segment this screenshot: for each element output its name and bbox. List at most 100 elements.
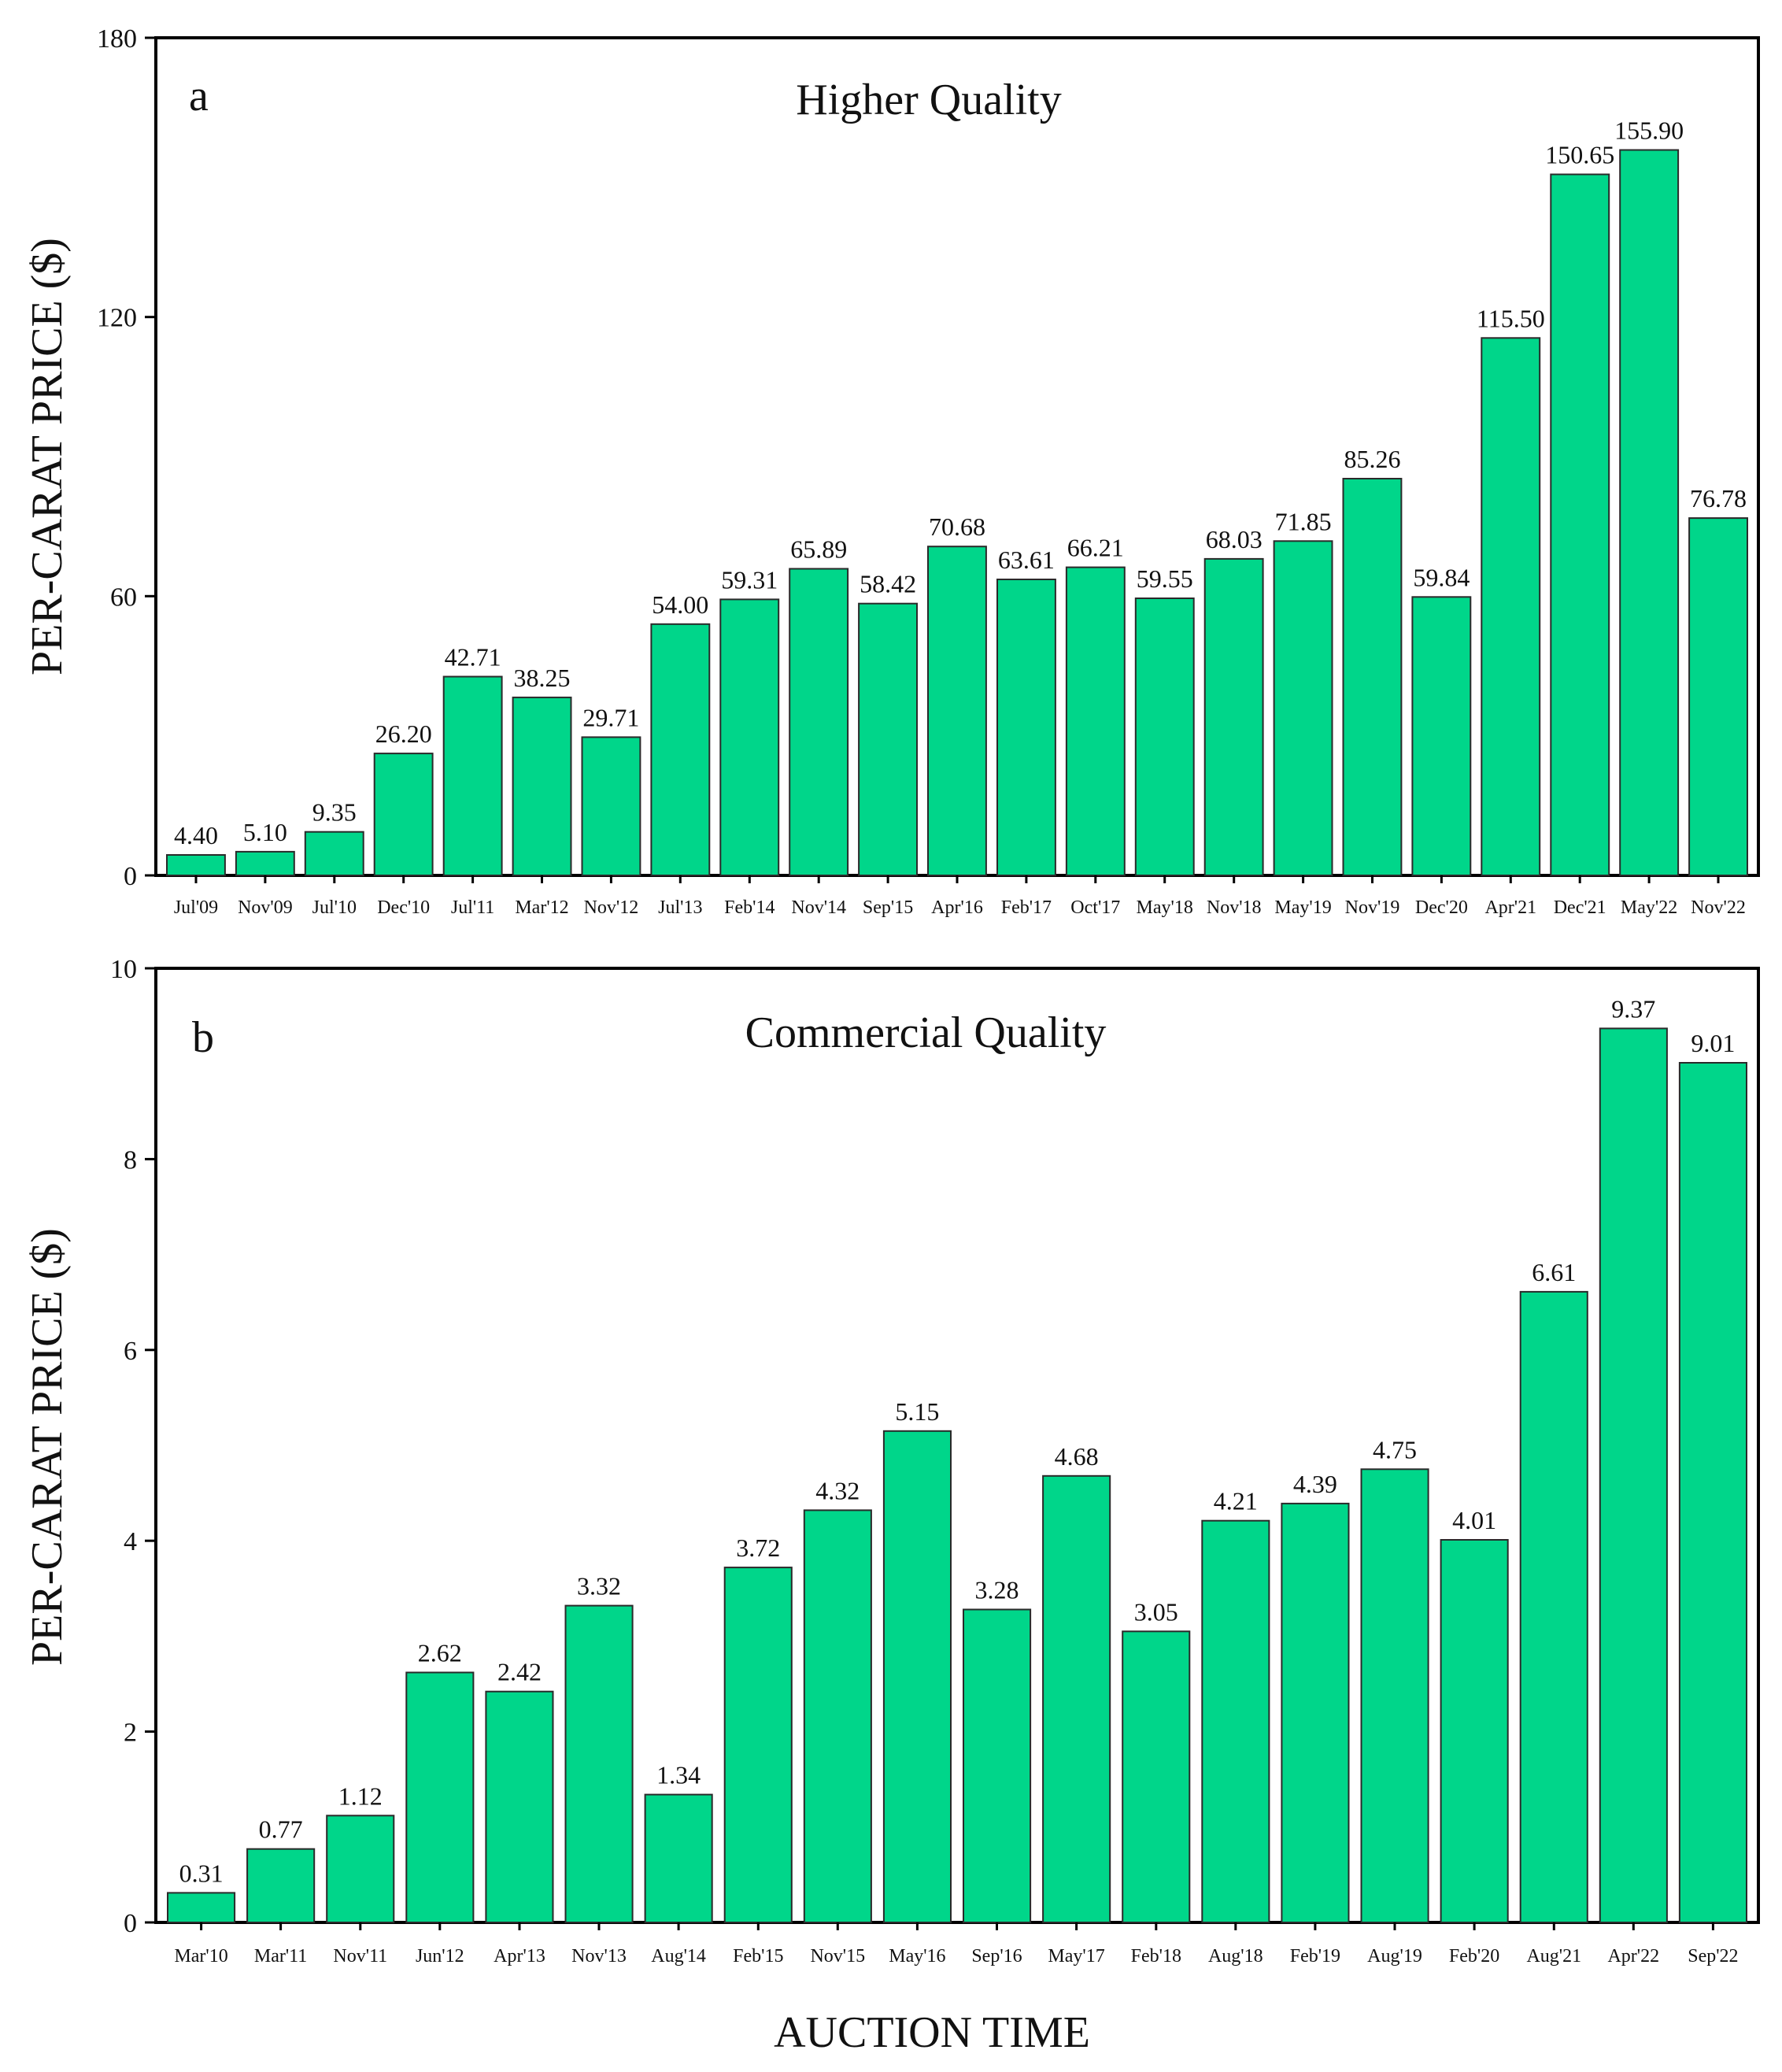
value-label-2: 1.12 xyxy=(338,1782,383,1810)
bar-14 xyxy=(1281,1502,1350,1923)
bar-10 xyxy=(963,1608,1032,1923)
value-label-7: 54.00 xyxy=(652,590,708,619)
y-axis-label-a: PER-CARAT PRICE ($) xyxy=(23,238,72,675)
x-tick-label-17: Nov'19 xyxy=(1345,897,1400,918)
x-tick-label-9: Nov'14 xyxy=(791,897,846,918)
bar-16 xyxy=(1440,1539,1509,1923)
value-label-5: 3.32 xyxy=(577,1572,621,1600)
value-label-11: 4.68 xyxy=(1055,1442,1099,1471)
bar-8 xyxy=(803,1509,872,1923)
bar-22 xyxy=(1688,517,1749,876)
bar-17 xyxy=(1519,1290,1588,1923)
x-tick-label-5: Mar'12 xyxy=(515,897,568,918)
value-label-10: 3.28 xyxy=(975,1576,1019,1604)
value-label-6: 29.71 xyxy=(582,703,639,731)
x-axis-label: AUCTION TIME xyxy=(774,2008,1090,2057)
x-tick-label-3: Dec'10 xyxy=(377,897,430,918)
value-label-1: 5.10 xyxy=(243,818,287,846)
x-tick-label-2: Nov'11 xyxy=(333,1946,387,1967)
y-tick-label-3: 180 xyxy=(97,24,137,54)
bar-1 xyxy=(246,1848,316,1923)
bar-9 xyxy=(882,1430,952,1924)
x-tick-label-16: Feb'20 xyxy=(1449,1946,1499,1967)
bar-13 xyxy=(1201,1519,1270,1923)
panel-a-higher-quality: 4.40 5.10 9.35 26.20 42.71 38.25 29.71 54.00 59.… xyxy=(23,24,1760,918)
bar-11 xyxy=(1042,1474,1111,1924)
y-tick-label-3: 6 xyxy=(124,1337,137,1366)
y-tick-label-4: 8 xyxy=(124,1145,137,1175)
x-tick-label-10: Sep'16 xyxy=(971,1946,1022,1967)
value-label-11: 70.68 xyxy=(929,512,985,541)
x-tick-label-21: May'22 xyxy=(1621,897,1677,918)
bar-0 xyxy=(166,854,226,876)
panel-letter-a: a xyxy=(189,72,209,120)
value-labels-a: 4.40 5.10 9.35 26.20 42.71 38.25 29.71 54.00 59.… xyxy=(174,117,1747,850)
bar-0 xyxy=(167,1892,236,1923)
bar-3 xyxy=(405,1671,475,1923)
y-tick-label-5: 10 xyxy=(110,955,137,984)
x-axis-a: Jul'09 Nov'09 Jul'10 Dec'10 Jul'11 Mar'12 Nov'… xyxy=(174,875,1746,918)
value-label-17: 85.26 xyxy=(1344,445,1401,473)
bar-6 xyxy=(644,1793,713,1924)
value-label-6: 1.34 xyxy=(656,1761,701,1789)
value-labels-b: 0.31 0.77 1.12 2.62 2.42 3.32 1.34 3.72 4.32 5.15… xyxy=(179,994,1736,1887)
value-label-15: 68.03 xyxy=(1206,525,1263,553)
bars-b xyxy=(167,1027,1747,1924)
value-label-16: 71.85 xyxy=(1275,507,1332,535)
x-tick-label-11: Apr'16 xyxy=(931,897,983,918)
x-tick-label-3: Jun'12 xyxy=(416,1946,464,1967)
value-label-12: 3.05 xyxy=(1134,1597,1178,1626)
x-axis-b: Mar'10 Mar'11 Nov'11 Jun'12 Apr'13 Nov'13 Aug'… xyxy=(174,1922,1739,1967)
bar-19 xyxy=(1481,337,1541,876)
bar-5 xyxy=(512,696,572,877)
value-label-2: 9.35 xyxy=(312,798,357,827)
bar-1 xyxy=(235,850,295,877)
value-label-13: 66.21 xyxy=(1067,534,1124,562)
bar-11 xyxy=(927,546,987,876)
bar-8 xyxy=(719,598,780,877)
x-tick-label-12: Feb'17 xyxy=(1001,897,1052,918)
y-tick-label-2: 120 xyxy=(97,304,137,333)
bar-2 xyxy=(304,831,364,876)
x-tick-label-13: Oct'17 xyxy=(1070,897,1120,918)
value-label-13: 4.21 xyxy=(1214,1487,1258,1515)
bar-18 xyxy=(1411,596,1472,876)
x-tick-label-8: Feb'14 xyxy=(724,897,775,918)
x-tick-label-10: Sep'15 xyxy=(863,897,913,918)
value-label-4: 2.42 xyxy=(497,1658,542,1686)
bar-15 xyxy=(1203,557,1264,877)
value-label-21: 155.90 xyxy=(1614,117,1684,145)
x-tick-label-19: Apr'21 xyxy=(1484,897,1536,918)
value-label-3: 2.62 xyxy=(418,1639,462,1667)
bar-18 xyxy=(1599,1027,1668,1923)
value-label-9: 5.15 xyxy=(895,1397,939,1426)
value-label-5: 38.25 xyxy=(514,664,571,692)
y-axis-a: 0 60 120 180 xyxy=(97,24,156,891)
x-tick-label-16: May'19 xyxy=(1274,897,1331,918)
y-tick-label-1: 2 xyxy=(124,1719,137,1748)
bar-10 xyxy=(858,602,918,876)
bar-5 xyxy=(564,1604,634,1923)
x-tick-label-13: Aug'18 xyxy=(1208,1946,1263,1967)
value-label-10: 58.42 xyxy=(860,570,916,598)
y-tick-label-1: 60 xyxy=(110,583,137,612)
value-label-3: 26.20 xyxy=(375,720,432,748)
bar-3 xyxy=(373,753,434,876)
y-axis-b: 0 2 4 6 8 10 xyxy=(110,955,156,1938)
value-label-4: 42.71 xyxy=(445,643,501,672)
y-axis-label-b: PER-CARAT PRICE ($) xyxy=(23,1228,72,1666)
x-tick-label-0: Mar'10 xyxy=(174,1946,227,1967)
value-label-8: 59.31 xyxy=(721,565,778,594)
y-tick-label-2: 4 xyxy=(124,1527,137,1556)
x-tick-label-22: Nov'22 xyxy=(1691,897,1746,918)
value-label-12: 63.61 xyxy=(998,546,1055,574)
y-tick-label-0: 0 xyxy=(124,862,137,891)
x-tick-label-7: Feb'15 xyxy=(733,1946,783,1967)
value-label-16: 4.01 xyxy=(1452,1506,1496,1534)
value-label-19: 9.01 xyxy=(1691,1029,1735,1057)
bar-9 xyxy=(789,568,849,876)
value-label-19: 115.50 xyxy=(1477,304,1545,332)
x-tick-label-1: Nov'09 xyxy=(238,897,293,918)
bar-12 xyxy=(1122,1630,1191,1924)
bar-17 xyxy=(1342,478,1403,876)
